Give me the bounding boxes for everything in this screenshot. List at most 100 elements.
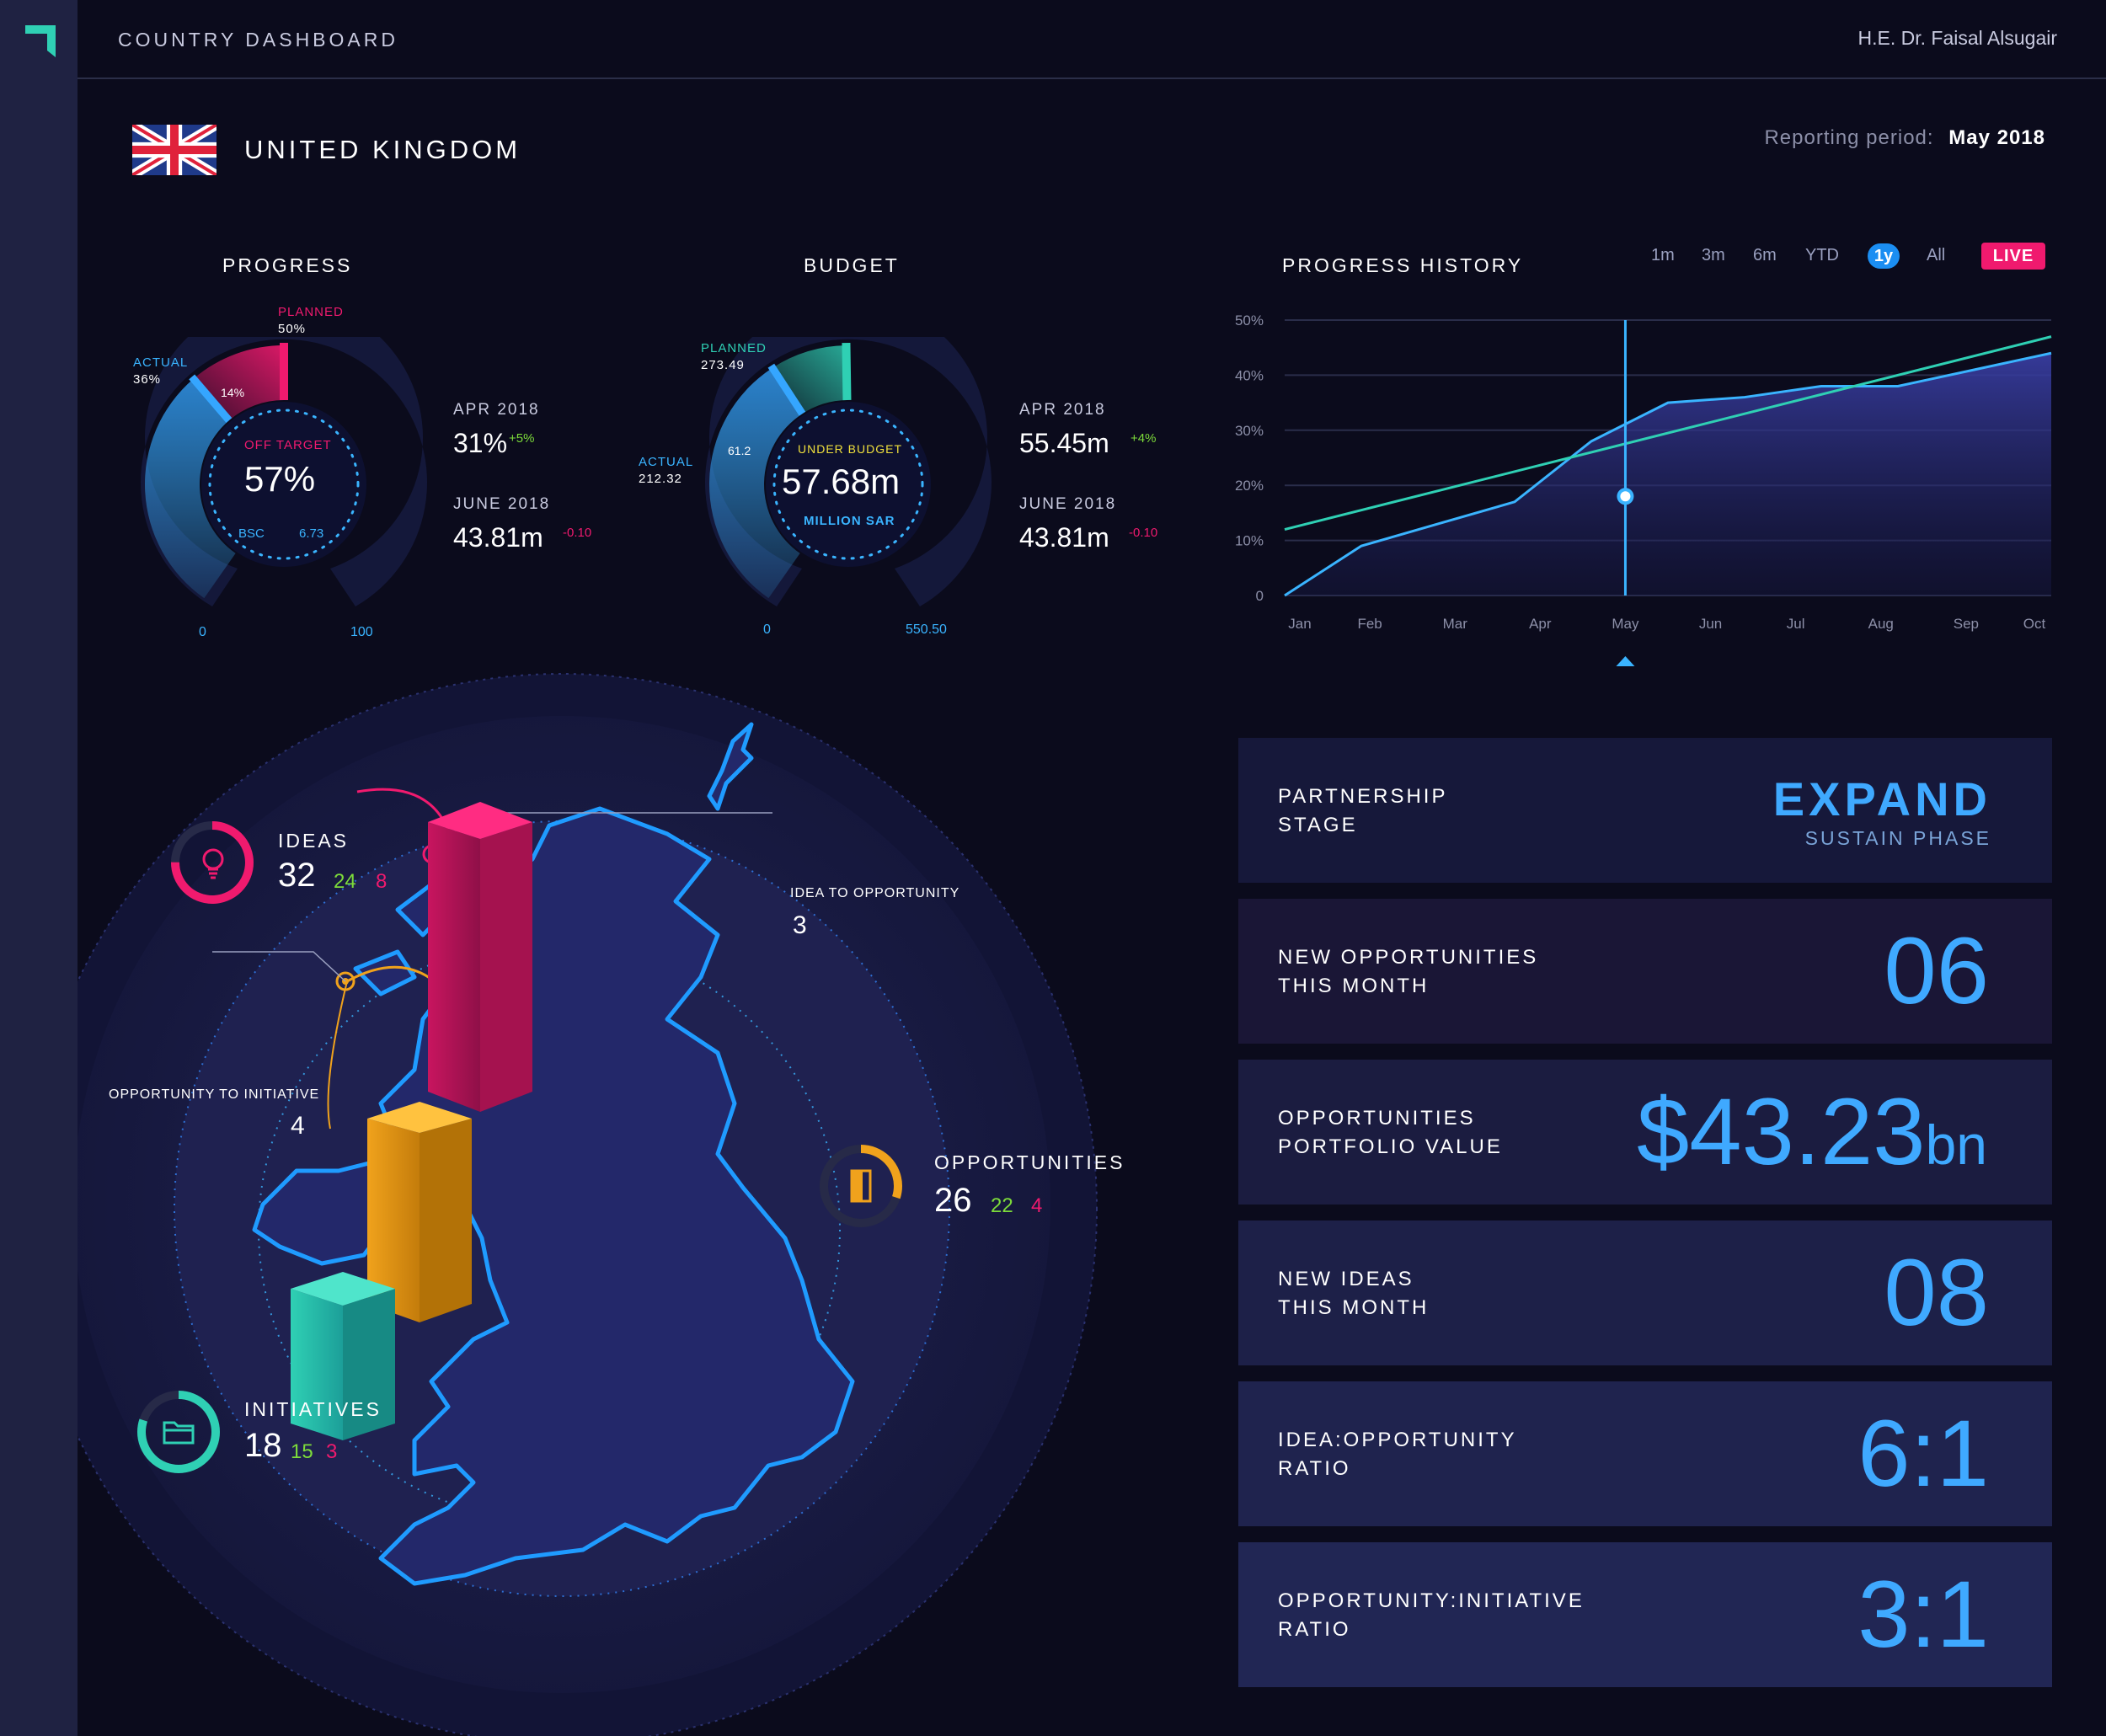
card-idea-opportunity-ratio[interactable]: IDEA:OPPORTUNITY RATIO 6:1 (1238, 1381, 2052, 1526)
ideas-bar (428, 802, 532, 1112)
card-label-2: STAGE (1278, 814, 1358, 836)
progress-actual-arc (144, 378, 236, 599)
budget-actual-arc (709, 367, 803, 599)
ideas-label: IDEAS (278, 830, 350, 852)
progress-history-chart[interactable]: 0 10% 20% 30% 40% 50% Jan Feb Mar Apr May Jun Jul Au… (1213, 303, 2055, 682)
x-tick-label: Sep (1954, 616, 1979, 632)
card-value: 08 (1884, 1240, 1989, 1345)
card-label-2: RATIO (1278, 1457, 1351, 1480)
budget-apr-label: APR 2018 (1019, 401, 1106, 419)
y-tick-label: 0 (1256, 588, 1264, 604)
initiatives-label: INITIATIVES (244, 1398, 382, 1420)
progress-actual-value: 36% (133, 372, 162, 387)
cursor-handle-icon[interactable] (1616, 656, 1635, 666)
range-all[interactable]: All (1927, 246, 1946, 264)
card-portfolio-value[interactable]: OPPORTUNITIES PORTFOLIO VALUE $43.23bn (1238, 1060, 2052, 1205)
x-tick-label: Jul (1787, 616, 1805, 632)
progress-gap-label: 14% (221, 386, 245, 399)
card-value: $43.23bn (1637, 1082, 1987, 1195)
budget-actual-label: ACTUAL (639, 455, 694, 469)
initiatives-total: 18 (244, 1427, 282, 1464)
period-label: Reporting period: (1764, 126, 1934, 149)
card-new-opportunities[interactable]: NEW OPPORTUNITIES THIS MONTH 06 (1238, 899, 2052, 1044)
range-1y[interactable]: 1y (1868, 243, 1900, 269)
opportunities-bar (367, 1102, 472, 1322)
budget-planned-value: 273.49 (701, 358, 745, 372)
live-button[interactable]: LIVE (1981, 243, 2045, 270)
progress-gauge-track (141, 337, 427, 606)
budget-gauge-track (705, 337, 992, 606)
card-partnership-stage[interactable]: PARTNERSHIP STAGE EXPAND SUSTAIN PHASE (1238, 738, 2052, 883)
range-3m[interactable]: 3m (1702, 246, 1725, 264)
period-value[interactable]: May 2018 (1948, 126, 2045, 149)
page-title: COUNTRY DASHBOARD (118, 29, 398, 51)
x-tick-label: Aug (1868, 616, 1894, 632)
opportunity-to-initiative-label: OPPORTUNITY TO INITIATIVE (109, 1087, 320, 1102)
range-ytd[interactable]: YTD (1805, 246, 1839, 264)
progress-apr-label: APR 2018 (453, 401, 540, 419)
progress-min: 0 (199, 625, 206, 639)
budget-min: 0 (763, 622, 771, 637)
card-label-2: RATIO (1278, 1618, 1351, 1641)
budget-jun-delta: -0.10 (1129, 526, 1158, 540)
x-tick-label: Apr (1529, 616, 1552, 632)
x-tick-label: Mar (1443, 616, 1468, 632)
budget-center-value: 57.68m (782, 462, 901, 501)
budget-planned-marker (842, 342, 852, 401)
card-opportunity-initiative-ratio[interactable]: OPPORTUNITY:INITIATIVE RATIO 3:1 (1238, 1542, 2052, 1687)
progress-actual-label: ACTUAL (133, 355, 189, 370)
budget-gap-arc (772, 345, 847, 414)
history-title: PROGRESS HISTORY (1282, 254, 1524, 276)
budget-status: UNDER BUDGET (798, 442, 903, 456)
x-tick-label: Feb (1357, 616, 1382, 632)
lightbulb-icon (202, 848, 224, 879)
initiatives-bar (291, 1272, 395, 1440)
x-tick-label: Jan (1288, 616, 1311, 632)
x-axis: Jan Feb Mar Apr May Jun Jul Aug Sep Oct (1288, 616, 2045, 632)
trend-line (1284, 335, 2052, 531)
progress-planned-label: PLANNED (278, 305, 344, 319)
top-bar: COUNTRY DASHBOARD H.E. Dr. Faisal Alsuga… (78, 0, 2106, 79)
progress-center-value: 57% (244, 459, 316, 499)
range-1m[interactable]: 1m (1651, 246, 1675, 264)
card-value: 3:1 (1857, 1562, 1989, 1667)
x-tick-label: Jun (1699, 616, 1722, 632)
idea-to-opportunity-label: IDEA TO OPPORTUNITY (790, 886, 960, 900)
card-value: 6:1 (1857, 1401, 1989, 1506)
card-new-ideas[interactable]: NEW IDEAS THIS MONTH 08 (1238, 1221, 2052, 1365)
reporting-period: Reporting period: May 2018 (1764, 126, 2045, 150)
range-6m[interactable]: 6m (1753, 246, 1777, 264)
door-icon (850, 1169, 872, 1203)
x-tick-label: Oct (2023, 616, 2046, 632)
opportunities-label: OPPORTUNITIES (934, 1151, 1125, 1173)
card-value-number: $43.23 (1637, 1079, 1926, 1184)
user-name[interactable]: H.E. Dr. Faisal Alsugair (1857, 27, 2057, 49)
folder-icon (163, 1421, 195, 1445)
logo-icon[interactable] (22, 22, 59, 59)
progress-status: OFF TARGET (244, 438, 332, 452)
progress-apr-delta: +5% (509, 431, 535, 446)
idea-to-opportunity-value: 3 (793, 911, 807, 939)
budget-actual-marker (767, 363, 806, 416)
progress-bsc-value: 6.73 (299, 526, 324, 541)
uk-map-visual (78, 673, 1098, 1736)
sidebar (0, 0, 78, 1736)
y-tick-label: 50% (1235, 312, 1264, 329)
card-label-1: OPPORTUNITY:INITIATIVE (1278, 1589, 1585, 1612)
budget-gap-label: 61.2 (728, 444, 751, 457)
budget-apr-delta: +4% (1131, 431, 1157, 446)
card-label-1: PARTNERSHIP (1278, 785, 1448, 808)
progress-apr-value: 31% (453, 428, 508, 458)
card-label-1: NEW IDEAS (1278, 1268, 1414, 1290)
budget-jun-label: JUNE 2018 (1019, 495, 1117, 513)
progress-gauge (141, 337, 427, 606)
progress-jun-delta: -0.10 (563, 526, 592, 540)
initiatives-b: 3 (326, 1440, 338, 1463)
progress-line (1284, 351, 2052, 597)
chart-marker[interactable] (1617, 488, 1634, 505)
budget-gauge (705, 337, 992, 606)
initiatives-a: 15 (291, 1440, 313, 1463)
progress-actual-marker (189, 374, 233, 424)
card-value-unit: bn (1925, 1114, 1987, 1176)
progress-area (1285, 353, 2051, 596)
